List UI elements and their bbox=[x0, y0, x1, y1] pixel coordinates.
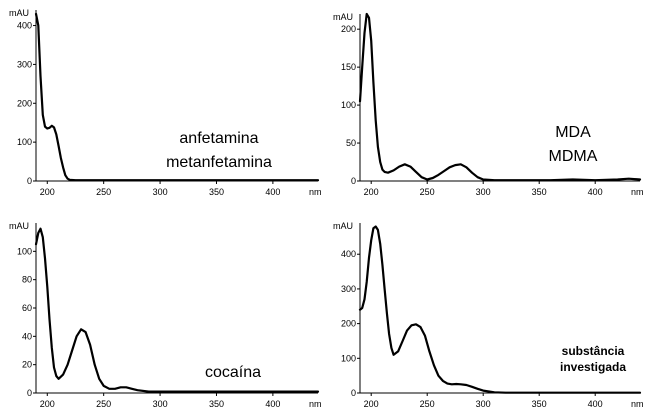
x-tick-label: 300 bbox=[153, 187, 168, 197]
y-tick-label: 50 bbox=[346, 138, 356, 148]
y-tick-label: 80 bbox=[22, 275, 32, 285]
x-tick-label: 300 bbox=[476, 187, 491, 197]
panel-anfetamina: 0 100 200 300 400 200 250 300 350 400 mAU nm anfetam… bbox=[9, 8, 322, 197]
x-tick-label: 250 bbox=[420, 187, 435, 197]
x-tick-label: 200 bbox=[40, 187, 55, 197]
x-tick-label: 200 bbox=[364, 187, 379, 197]
spectrum-line bbox=[34, 227, 320, 393]
y-tick-label: 0 bbox=[351, 176, 356, 186]
x-tick-label: 300 bbox=[153, 399, 168, 409]
annotation-mdma: MDMA bbox=[549, 148, 598, 165]
x-tick-label: 400 bbox=[265, 399, 280, 409]
annotation-metanfetamina: metanfetamina bbox=[166, 154, 272, 171]
y-tick-label: 300 bbox=[17, 59, 32, 69]
y-tick-label: 0 bbox=[27, 388, 32, 398]
x-tick-label: 400 bbox=[588, 399, 603, 409]
y-tick-label: 400 bbox=[17, 21, 32, 31]
x-tick-label: 400 bbox=[265, 187, 280, 197]
x-axis-label: nm bbox=[631, 399, 644, 409]
y-tick-label: 100 bbox=[17, 246, 32, 256]
x-tick-label: 350 bbox=[532, 399, 547, 409]
annotation-anfetamina: anfetamina bbox=[179, 130, 258, 147]
y-tick-label: 150 bbox=[341, 62, 356, 72]
y-tick-label: 100 bbox=[341, 353, 356, 363]
y-tick-label: 0 bbox=[351, 388, 356, 398]
x-axis-label: nm bbox=[631, 187, 644, 197]
y-axis-label: mAU bbox=[9, 221, 29, 231]
y-tick-label: 400 bbox=[341, 249, 356, 259]
y-axis-label: mAU bbox=[333, 221, 353, 231]
annotation-substancia: substância bbox=[562, 344, 625, 358]
y-axis-label: mAU bbox=[9, 8, 29, 18]
x-tick-label: 350 bbox=[532, 187, 547, 197]
x-tick-label: 200 bbox=[364, 399, 379, 409]
y-tick-label: 100 bbox=[17, 137, 32, 147]
y-tick-label: 20 bbox=[22, 360, 32, 370]
y-tick-label: 100 bbox=[341, 100, 356, 110]
x-tick-label: 250 bbox=[420, 399, 435, 409]
x-tick-label: 350 bbox=[209, 399, 224, 409]
y-tick-label: 0 bbox=[27, 176, 32, 186]
y-tick-label: 200 bbox=[341, 319, 356, 329]
panel-cocaina: 0 20 40 60 80 100 200 250 300 350 400 mAU nm cocaína bbox=[9, 221, 322, 409]
y-tick-label: 200 bbox=[17, 98, 32, 108]
annotation-mda: MDA bbox=[555, 124, 591, 141]
spectrum-line bbox=[358, 225, 642, 394]
y-tick-label: 200 bbox=[341, 24, 356, 34]
x-tick-label: 300 bbox=[476, 399, 491, 409]
y-tick-label: 40 bbox=[22, 331, 32, 341]
panel-mda: 0 50 100 150 200 200 250 300 350 400 mAU nm MDA MDMA bbox=[333, 12, 644, 197]
spectrum-line bbox=[34, 12, 320, 182]
spectrum-line bbox=[358, 12, 642, 182]
x-tick-label: 350 bbox=[209, 187, 224, 197]
x-axis-label: nm bbox=[309, 187, 322, 197]
panel-substancia: 0 100 200 300 400 200 250 300 350 400 mAU nm substân… bbox=[333, 221, 644, 409]
annotation-investigada: investigada bbox=[560, 360, 626, 374]
y-axis-label: mAU bbox=[333, 12, 353, 22]
x-tick-label: 200 bbox=[40, 399, 55, 409]
x-axis-label: nm bbox=[309, 399, 322, 409]
annotation-cocaina: cocaína bbox=[205, 364, 261, 381]
x-tick-label: 250 bbox=[96, 187, 111, 197]
x-tick-label: 400 bbox=[588, 187, 603, 197]
y-tick-label: 60 bbox=[22, 303, 32, 313]
y-tick-label: 300 bbox=[341, 284, 356, 294]
x-tick-label: 250 bbox=[96, 399, 111, 409]
